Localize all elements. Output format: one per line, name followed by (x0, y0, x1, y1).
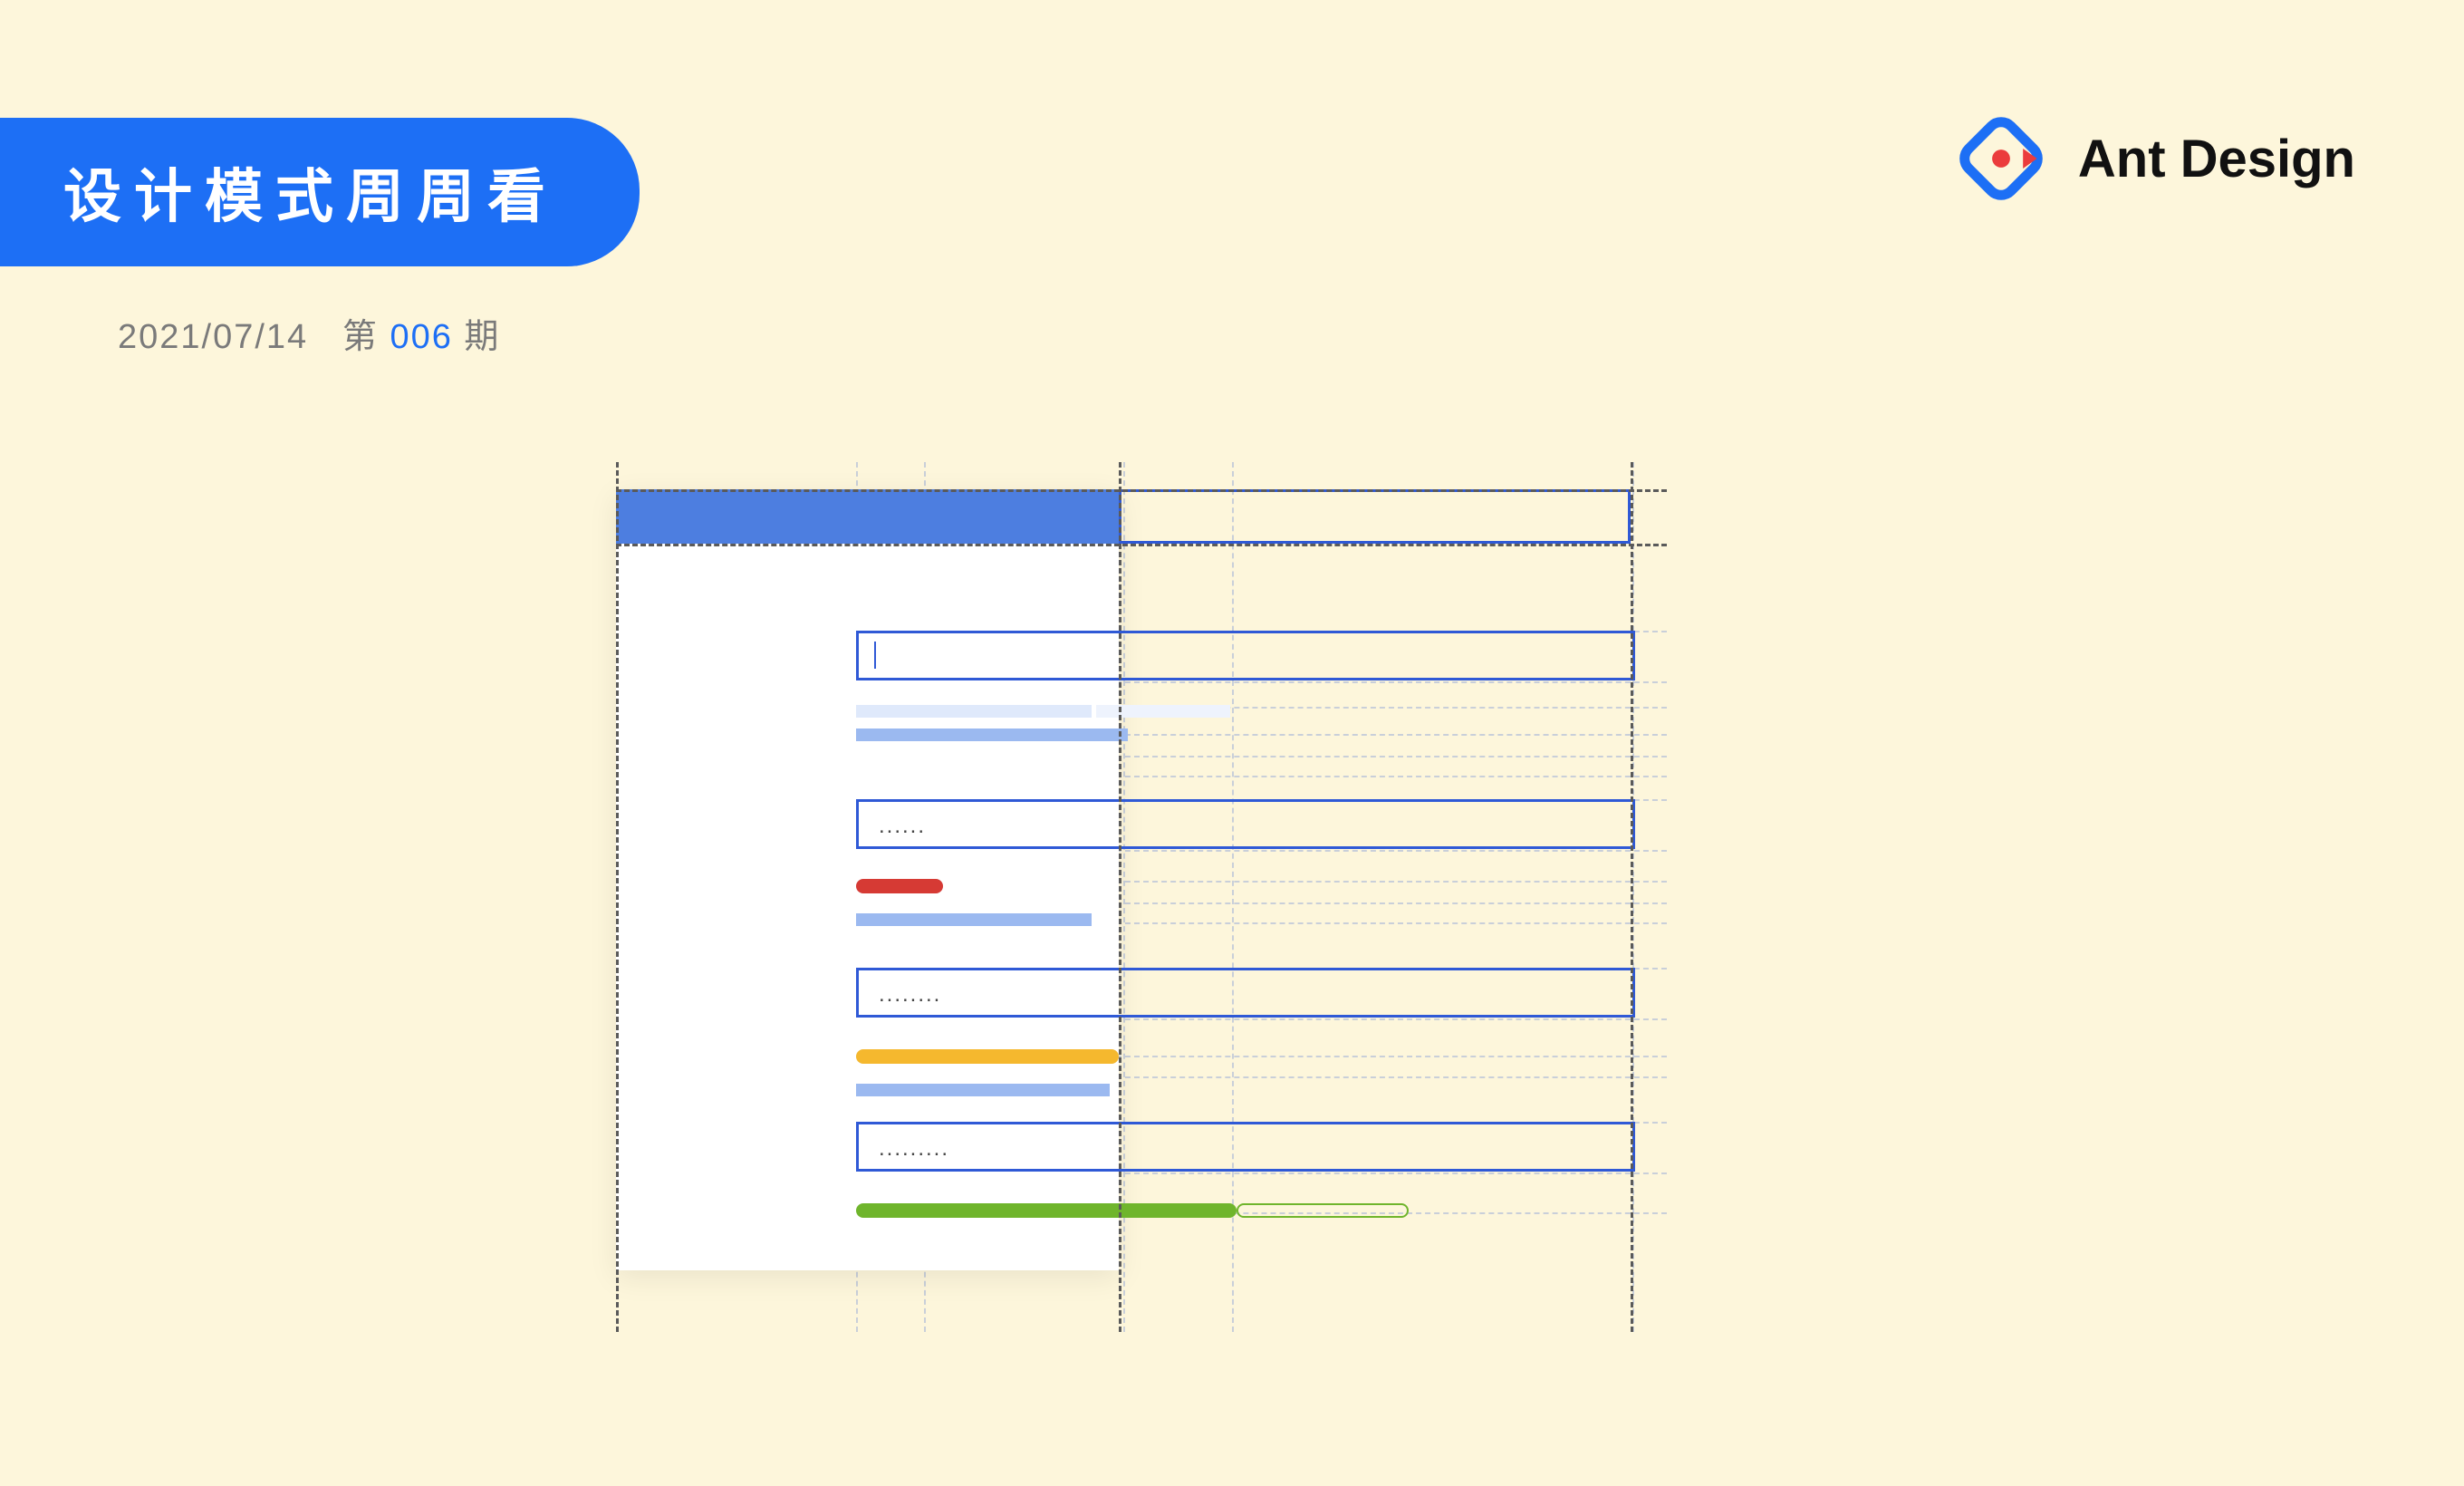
text-bar-0-1 (1096, 705, 1230, 718)
guide-dark-h (616, 489, 1667, 492)
text-bar-0-2 (856, 729, 1128, 741)
brand: Ant Design (1951, 109, 2355, 208)
form-diagram: ....................... (616, 462, 1667, 1332)
password-dots-1: ...... (879, 814, 926, 839)
input-field-2 (856, 968, 1635, 1018)
issue-suffix: 期 (464, 318, 500, 356)
issue-date: 2021/07/14 (118, 318, 308, 356)
input-field-1 (856, 799, 1635, 849)
password-dots-2: ........ (879, 982, 941, 1008)
strength-fill-3 (856, 1203, 1237, 1218)
input-field-0 (856, 631, 1635, 680)
text-bar-1-0 (856, 913, 1092, 926)
grid-line-v (1123, 462, 1125, 1332)
text-cursor (874, 642, 876, 669)
strength-outline-3 (1237, 1203, 1409, 1218)
guide-dark-v (1631, 462, 1633, 1332)
header-outline (1119, 489, 1631, 544)
guide-dark-v (616, 462, 619, 1332)
strength-fill-2 (856, 1049, 1119, 1064)
text-bar-0-0 (856, 705, 1092, 718)
issue-number: 006 (390, 318, 452, 356)
text-bar-2-0 (856, 1084, 1110, 1096)
issue-prefix: 第 (342, 318, 379, 356)
issue-line: 2021/07/14 第 006 期 (118, 308, 500, 358)
guide-dark-h (616, 544, 1667, 546)
title-badge: 设计模式周周看 (0, 118, 640, 266)
brand-text: Ant Design (2078, 129, 2355, 189)
grid-line-v (1232, 462, 1234, 1332)
password-dots-3: ......... (879, 1136, 949, 1162)
guide-dark-v (1119, 462, 1121, 1332)
card-header (616, 489, 1119, 544)
ant-design-logo-icon (1951, 109, 2051, 208)
strength-fill-1 (856, 879, 943, 893)
input-field-3 (856, 1122, 1635, 1172)
